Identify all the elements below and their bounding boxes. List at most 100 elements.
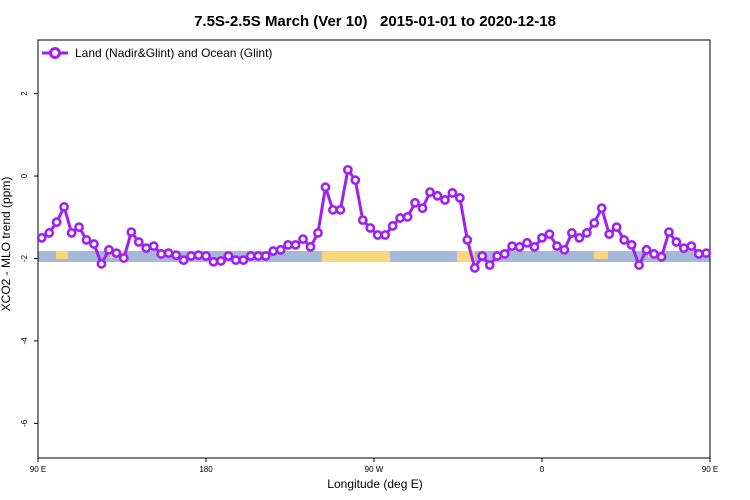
data-point: [402, 211, 413, 222]
data-point: [260, 251, 271, 261]
data-point: [372, 230, 383, 240]
data-point: [678, 243, 689, 254]
data-point: [499, 249, 510, 259]
data-point: [81, 235, 92, 245]
data-point: [89, 239, 99, 249]
data-point: [611, 222, 622, 233]
data-point: [126, 227, 137, 237]
x-tick-label: 90 W: [365, 465, 384, 474]
data-point: [335, 204, 346, 215]
data-point: [350, 175, 361, 186]
x-tick-label: 0: [540, 465, 545, 474]
data-point: [96, 258, 107, 269]
data-point: [671, 237, 682, 247]
data-point: [477, 251, 488, 261]
data-point: [223, 251, 234, 261]
legend: Land (Nadir&Glint) and Ocean (Glint): [42, 46, 272, 60]
data-point: [328, 204, 338, 215]
data-point: [357, 215, 368, 226]
y-tick-label: -2: [20, 254, 29, 262]
legend-label: Land (Nadir&Glint) and Ocean (Glint): [75, 46, 272, 60]
y-axis-label: XCO2 - MLO trend (ppm): [0, 177, 13, 312]
data-point: [216, 256, 226, 266]
data-point: [51, 217, 62, 228]
data-point: [432, 190, 443, 201]
data-point: [417, 203, 428, 214]
chart-title: 7.5S-2.5S March (Ver 10) 2015-01-01 to 2…: [194, 13, 556, 30]
data-point: [626, 239, 637, 250]
data-point: [342, 164, 353, 175]
data-point: [275, 244, 286, 255]
data-point: [133, 237, 144, 247]
land-patch: [457, 251, 475, 262]
data-point: [566, 228, 577, 238]
data-point: [395, 213, 406, 223]
data-point: [492, 251, 503, 261]
data-point: [104, 244, 114, 255]
data-point: [163, 248, 174, 259]
land-patch: [322, 251, 390, 262]
data-point: [118, 253, 129, 263]
data-point: [156, 249, 167, 259]
data-point: [552, 241, 562, 252]
data-point: [514, 242, 525, 252]
data-point: [365, 223, 376, 233]
data-point: [454, 192, 465, 203]
data-point: [208, 256, 219, 267]
y-tick-label: -4: [20, 337, 29, 345]
y-tick-label: 0: [20, 173, 29, 178]
y-tick-label: 2: [20, 91, 29, 96]
data-point: [559, 244, 570, 255]
data-point: [290, 239, 301, 250]
data-point: [74, 222, 84, 233]
data-point: [186, 251, 196, 261]
data-point: [522, 237, 532, 248]
data-point: [447, 188, 458, 198]
data-point: [253, 251, 264, 261]
x-axis-label: Longitude (deg E): [327, 477, 422, 491]
y-tick-label: -6: [20, 419, 29, 427]
data-point: [656, 251, 667, 262]
data-point: [380, 230, 391, 240]
data-point: [641, 244, 652, 255]
data-point: [604, 229, 615, 240]
data-point: [596, 203, 607, 214]
data-point: [686, 241, 697, 252]
data-point: [425, 187, 435, 198]
data-point: [387, 221, 398, 231]
data-point: [305, 242, 316, 252]
data-point: [581, 228, 592, 238]
data-point: [298, 234, 308, 245]
data-point: [141, 243, 152, 254]
data-point: [529, 242, 540, 252]
plot-frame: [37, 39, 711, 459]
data-point: [574, 232, 585, 243]
data-point: [313, 228, 323, 238]
data-point: [537, 232, 547, 243]
data-point: [44, 228, 55, 238]
data-point: [410, 197, 420, 208]
data-point: [634, 260, 644, 270]
data-point: [440, 195, 450, 205]
x-tick-label: 90 E: [702, 465, 718, 474]
data-point: [66, 228, 77, 238]
data-point: [619, 235, 630, 245]
x-tick-label: 180: [199, 465, 213, 474]
data-point: [36, 232, 47, 243]
surface-band: [38, 251, 710, 262]
data-point: [193, 250, 204, 261]
land-patch: [56, 251, 68, 259]
data-point: [664, 227, 674, 237]
data-point: [701, 248, 712, 259]
data-point: [245, 251, 256, 261]
legend-marker: [49, 47, 61, 59]
data-point: [201, 251, 211, 261]
data-point: [238, 255, 249, 266]
data-point: [148, 241, 159, 252]
data-point: [693, 249, 704, 259]
land-patch: [594, 251, 608, 259]
data-point: [484, 260, 495, 270]
data-point: [283, 239, 294, 250]
data-point: [171, 250, 182, 261]
